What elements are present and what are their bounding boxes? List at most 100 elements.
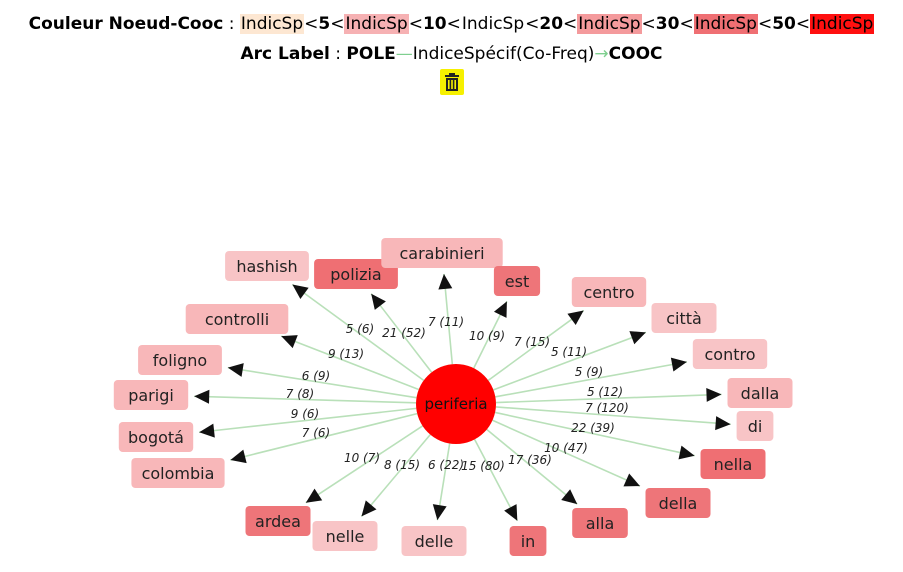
node-label-ardea: ardea [255, 512, 301, 531]
edge-label-di: 7 (120) [585, 401, 629, 415]
legend-swatch-3: IndicSp [461, 14, 525, 34]
arrowhead-alla [561, 489, 578, 505]
node-label-colombia: colombia [142, 464, 215, 483]
legend-threshold: 10 [422, 14, 447, 34]
edge-nelle [360, 434, 431, 517]
legend-threshold: 30 [655, 14, 680, 34]
arrowhead-bogotá [199, 423, 215, 438]
edge-città [493, 331, 647, 391]
node-box-colombia[interactable] [131, 458, 225, 488]
legend-threshold: 20 [539, 14, 564, 34]
legend-title: Couleur Noeud-Cooc [28, 14, 224, 34]
edge-label-in: 15 (80) [461, 459, 505, 473]
edge-in [473, 439, 519, 522]
node-label-di: di [748, 417, 763, 436]
center-node[interactable] [416, 364, 496, 444]
edge-della [492, 419, 641, 487]
arrowhead-centro [567, 310, 584, 326]
node-box-nelle[interactable] [312, 521, 378, 551]
node-label-bogotá: bogotá [128, 428, 184, 447]
node-box-ardea[interactable] [245, 506, 311, 536]
edge-label-ardea: 10 (7) [344, 451, 380, 465]
arc-dash: — [395, 44, 413, 64]
node-box-città[interactable] [651, 303, 717, 333]
arrowhead-ardea [305, 488, 323, 503]
arrowhead-hashish [292, 284, 309, 300]
node-label-controlli: controlli [205, 310, 269, 329]
edge-label-alla: 17 (36) [508, 453, 552, 467]
color-legend: Couleur Noeud-Cooc : IndicSp<5<IndicSp<1… [0, 14, 903, 34]
node-label-polizia: polizia [330, 265, 381, 284]
edge-label-nella: 22 (39) [571, 421, 615, 435]
trash-button[interactable] [440, 69, 464, 95]
node-box-est[interactable] [493, 266, 541, 296]
edge-label-polizia: 21 (52) [382, 326, 426, 340]
edge-alla [486, 428, 578, 505]
arrowhead-dalla [706, 387, 722, 402]
node-box-alla[interactable] [572, 508, 628, 538]
arrowhead-della [623, 473, 641, 487]
node-label-dalla: dalla [741, 384, 780, 403]
node-label-centro: centro [583, 283, 634, 302]
edge-label-nelle: 8 (15) [384, 458, 420, 472]
node-box-centro[interactable] [571, 277, 647, 307]
legend-threshold: 50 [772, 14, 796, 34]
arc-arrow: → [594, 44, 609, 64]
node-label-hashish: hashish [236, 257, 297, 276]
node-box-bogotá[interactable] [118, 422, 194, 452]
edge-label-città: 5 (11) [551, 345, 587, 359]
node-box-polizia[interactable] [314, 259, 398, 289]
node-box-delle[interactable] [401, 526, 467, 556]
node-box-controlli[interactable] [185, 304, 289, 334]
node-box-foligno[interactable] [138, 345, 222, 375]
edge-label-controlli: 9 (13) [328, 347, 364, 361]
legend-op: < [641, 14, 656, 34]
legend-swatch-5: IndicSp [693, 14, 758, 34]
legend-sep: : [228, 14, 235, 34]
node-box-della[interactable] [645, 488, 711, 518]
legend-swatch-2: IndicSp [344, 14, 409, 34]
node-box-di[interactable] [736, 411, 774, 441]
node-box-in[interactable] [509, 526, 547, 556]
node-box-carabinieri[interactable] [381, 238, 503, 268]
node-box-contro[interactable] [692, 339, 768, 369]
arrowhead-parigi [194, 389, 210, 404]
edge-label-centro: 7 (15) [514, 335, 550, 349]
legend-op: < [446, 14, 461, 34]
node-label-delle: delle [415, 532, 454, 551]
edge-label-bogotá: 9 (6) [291, 407, 319, 421]
legend-op: < [408, 14, 423, 34]
node-box-nella[interactable] [700, 449, 766, 479]
edge-dalla [495, 393, 722, 404]
edge-label-hashish: 5 (6) [346, 322, 374, 336]
arrowhead-colombia [230, 449, 247, 464]
arc-label-legend: Arc Label : POLE—IndiceSpécif(Co-Freq)→C… [0, 44, 903, 64]
edge-hashish [291, 283, 425, 382]
arc-label-pole: POLE [346, 44, 396, 64]
legend-op: < [304, 14, 319, 34]
node-label-città: città [666, 309, 702, 328]
node-box-parigi[interactable] [113, 380, 189, 410]
node-label-alla: alla [586, 514, 615, 533]
arc-label-title: Arc Label [240, 44, 330, 64]
arc-label-cooc: COOC [608, 44, 663, 64]
node-label-della: della [659, 494, 698, 513]
node-label-parigi: parigi [128, 386, 174, 405]
legend-op: < [525, 14, 540, 34]
edge-polizia [370, 293, 433, 373]
node-box-hashish[interactable] [225, 251, 309, 281]
node-label-contro: contro [704, 345, 755, 364]
node-box-dalla[interactable] [727, 378, 793, 408]
edge-label-foligno: 6 (9) [302, 369, 330, 383]
edge-bogotá [199, 407, 417, 434]
edge-controlli [280, 335, 419, 391]
arc-label-middle: IndiceSpécif(Co-Freq) [412, 44, 595, 64]
arrowhead-polizia [371, 293, 386, 310]
arrowhead-controlli [281, 335, 298, 349]
edge-label-parigi: 7 (8) [286, 387, 314, 401]
legend-swatch-1: IndicSp [239, 14, 305, 34]
arrowhead-città [629, 331, 646, 345]
legend-swatch-4: IndicSp [577, 14, 642, 34]
node-label-est: est [505, 272, 529, 291]
